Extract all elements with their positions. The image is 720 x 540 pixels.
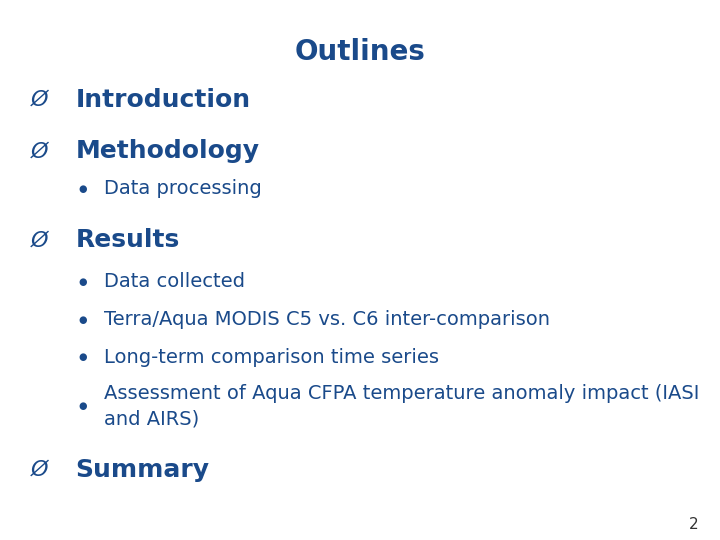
Text: Outlines: Outlines (294, 38, 426, 66)
Text: ●: ● (78, 401, 87, 411)
Text: ●: ● (78, 315, 87, 325)
Text: Long-term comparison time series: Long-term comparison time series (104, 348, 439, 367)
Text: ●: ● (78, 184, 87, 194)
Text: Terra/Aqua MODIS C5 vs. C6 inter-comparison: Terra/Aqua MODIS C5 vs. C6 inter-compari… (104, 310, 550, 329)
Text: 2: 2 (689, 517, 698, 532)
Text: Results: Results (76, 228, 180, 252)
Text: ●: ● (78, 277, 87, 287)
Text: Ø: Ø (31, 230, 48, 251)
Text: Summary: Summary (76, 458, 210, 482)
Text: ●: ● (78, 353, 87, 362)
Text: Data collected: Data collected (104, 272, 246, 292)
Text: Introduction: Introduction (76, 88, 251, 112)
Text: Ø: Ø (31, 460, 48, 480)
Text: Ø: Ø (31, 141, 48, 161)
Text: Methodology: Methodology (76, 139, 260, 163)
Text: Data processing: Data processing (104, 179, 262, 199)
Text: Ø: Ø (31, 90, 48, 110)
Text: Assessment of Aqua CFPA temperature anomaly impact (IASI
and AIRS): Assessment of Aqua CFPA temperature anom… (104, 384, 700, 428)
